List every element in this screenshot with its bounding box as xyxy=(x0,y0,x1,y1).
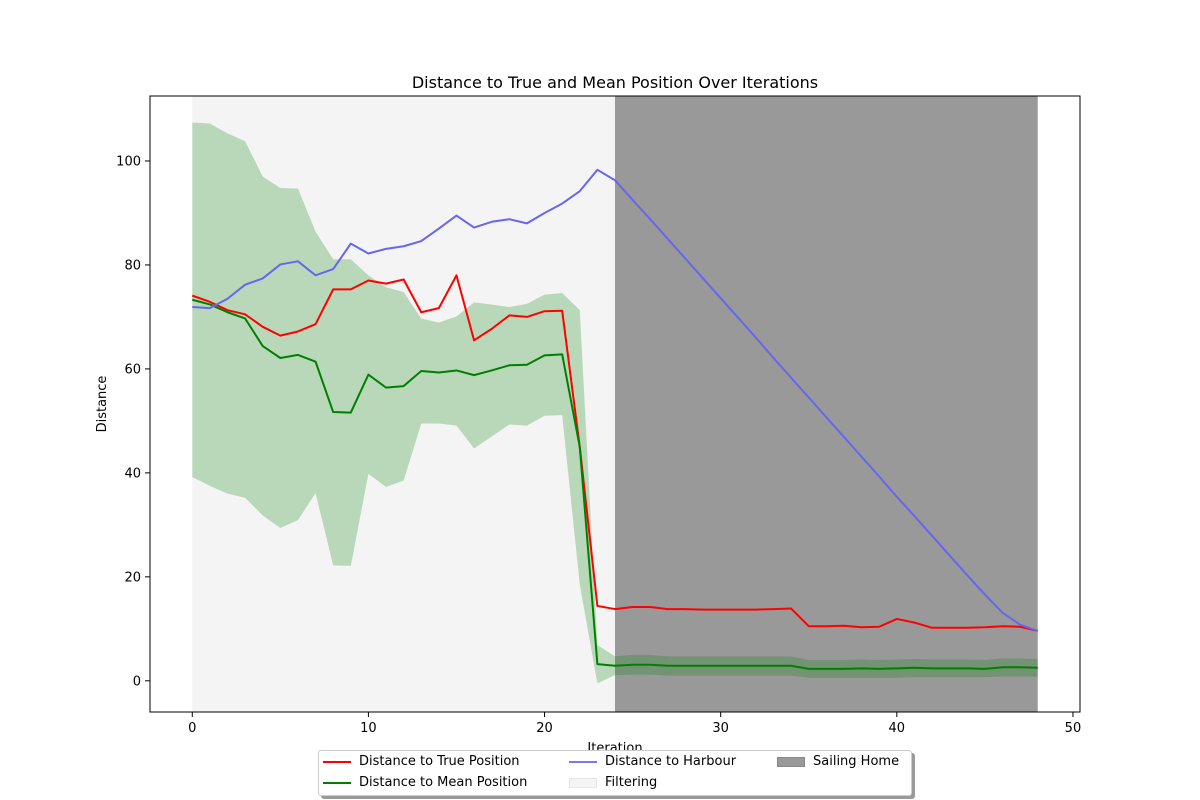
y-tick-label: 20 xyxy=(124,570,141,585)
legend-swatch xyxy=(323,781,351,784)
y-tick-label: 60 xyxy=(124,362,141,377)
mean-position-band xyxy=(192,122,1038,684)
y-tick-label: 0 xyxy=(133,674,141,689)
legend-item-filtering: Filtering xyxy=(569,775,657,790)
legend: Distance to True Position Distance to Me… xyxy=(318,750,912,796)
x-tick-label: 50 xyxy=(1065,721,1082,736)
band-layer xyxy=(192,122,1038,684)
y-tick-label: 100 xyxy=(116,154,141,169)
x-tick-label: 40 xyxy=(889,721,906,736)
plot-frame xyxy=(149,95,1081,713)
x-tick-label: 30 xyxy=(712,721,729,736)
y-tick-label: 40 xyxy=(124,466,141,481)
span-filtering xyxy=(192,96,616,712)
legend-label: Distance to True Position xyxy=(359,754,520,769)
x-tick-label: 10 xyxy=(360,721,377,736)
legend-item-harbour: Distance to Harbour xyxy=(569,754,736,769)
legend-item-sailing-home: Sailing Home xyxy=(777,754,899,769)
lines-layer xyxy=(191,168,1039,670)
series-line-distance-to-mean-position xyxy=(192,298,1038,670)
series-line-distance-to-true-position xyxy=(191,274,1038,632)
span-layer xyxy=(192,96,1038,712)
legend-label: Distance to Mean Position xyxy=(359,775,528,790)
legend-label: Filtering xyxy=(605,775,658,790)
x-tick-label: 20 xyxy=(536,721,553,736)
chart-title: Distance to True and Mean Position Over … xyxy=(412,73,818,92)
legend-item-mean-position: Distance to Mean Position xyxy=(323,775,527,790)
y-axis-ticks: 0 20 40 60 80 100 xyxy=(116,154,150,689)
legend-label: Sailing Home xyxy=(813,754,900,769)
span-sailing-home xyxy=(615,96,1038,712)
series-line-distance-to-harbour xyxy=(192,168,1039,632)
x-tick-label: 0 xyxy=(188,721,196,736)
legend-label: Distance to Harbour xyxy=(605,754,737,769)
y-axis-title: Distance xyxy=(95,376,110,433)
legend-swatch xyxy=(777,756,805,767)
legend-item-true-position: Distance to True Position xyxy=(323,754,520,769)
legend-swatch xyxy=(569,760,597,763)
legend-swatch xyxy=(323,760,351,763)
x-axis-ticks: 0 10 20 30 40 50 xyxy=(188,712,1081,736)
legend-swatch xyxy=(569,777,597,788)
y-tick-label: 80 xyxy=(124,258,141,273)
